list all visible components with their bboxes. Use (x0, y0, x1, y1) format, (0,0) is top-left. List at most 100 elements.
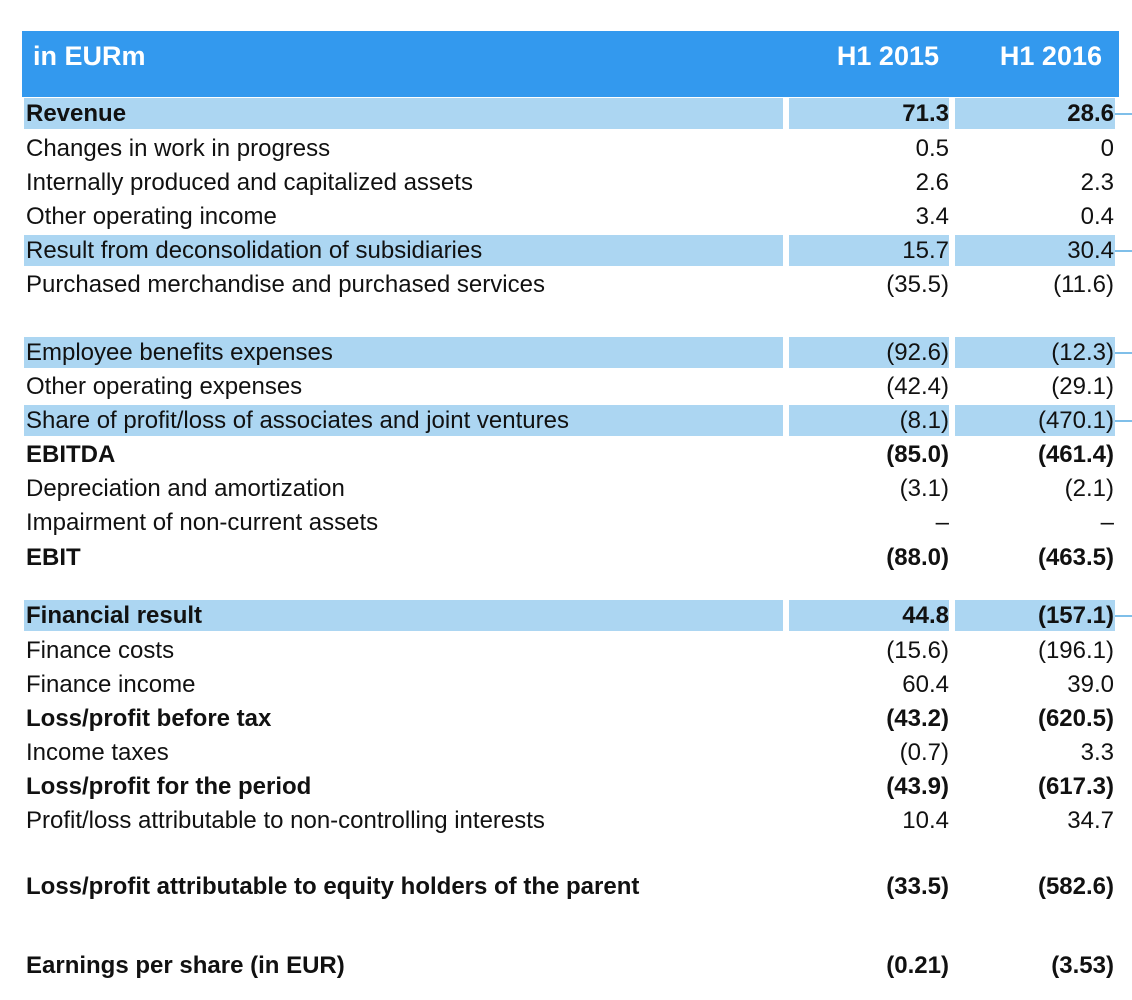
row-label: Profit/loss attributable to non-controll… (26, 807, 545, 834)
table-row: Income taxes (0.7) 3.3 (0, 737, 1132, 769)
table-row: Loss/profit before tax (43.2) (620.5) (0, 703, 1132, 735)
value-h1-2016: 30.4 (1067, 237, 1114, 264)
table-row: EBITDA (85.0) (461.4) (0, 439, 1132, 471)
value-h1-2016: (11.6) (1053, 271, 1114, 298)
row-label: Loss/profit attributable to equity holde… (26, 873, 640, 900)
value-h1-2015: 0.5 (915, 135, 949, 162)
value-h1-2015: 15.7 (902, 237, 949, 264)
value-h1-2015: (33.5) (886, 873, 949, 900)
table-row: Purchased merchandise and purchased serv… (0, 269, 1132, 301)
value-h1-2016: 0 (1100, 135, 1114, 162)
value-h1-2016: (582.6) (1037, 873, 1114, 900)
value-h1-2016: (620.5) (1037, 705, 1114, 732)
table-row: Result from deconsolidation of subsidiar… (0, 235, 1132, 267)
row-label: EBITDA (26, 441, 116, 468)
value-h1-2016: (461.4) (1037, 441, 1114, 468)
row-highlight (789, 405, 949, 436)
row-label: Internally produced and capitalized asse… (26, 169, 473, 196)
row-marker (1115, 420, 1132, 422)
row-highlight (955, 98, 1115, 129)
table-row: Revenue 71.3 28.6 (0, 98, 1132, 130)
row-marker (1115, 615, 1132, 617)
row-highlight (789, 98, 949, 129)
value-h1-2015: (8.1) (899, 407, 949, 434)
value-h1-2015: (43.2) (886, 705, 949, 732)
value-h1-2016: (3.53) (1051, 952, 1114, 979)
row-label: Loss/profit before tax (26, 705, 272, 732)
table-row: Share of profit/loss of associates and j… (0, 405, 1132, 437)
table-header: in EURm H1 2015 H1 2016 (22, 31, 1119, 97)
value-h1-2016: 3.3 (1080, 739, 1114, 766)
value-h1-2015: (0.21) (886, 952, 949, 979)
value-h1-2016: (463.5) (1037, 544, 1114, 571)
row-label: Financial result (26, 602, 203, 629)
value-h1-2016: 34.7 (1067, 807, 1114, 834)
value-h1-2016: (2.1) (1064, 475, 1114, 502)
row-label: Finance costs (26, 637, 175, 664)
table-row: Finance income 60.4 39.0 (0, 669, 1132, 701)
row-highlight (24, 98, 783, 129)
row-label: Loss/profit for the period (26, 773, 312, 800)
value-h1-2016: 2.3 (1080, 169, 1114, 196)
table-row: Impairment of non-current assets – – (0, 507, 1132, 539)
row-label: Income taxes (26, 739, 169, 766)
row-label: Changes in work in progress (26, 135, 331, 162)
row-label: Depreciation and amortization (26, 475, 345, 502)
value-h1-2015: 2.6 (915, 169, 949, 196)
value-h1-2015: 60.4 (902, 671, 949, 698)
row-highlight (955, 600, 1115, 631)
table-row: Loss/profit attributable to equity holde… (0, 871, 1132, 903)
value-h1-2015: (0.7) (899, 739, 949, 766)
value-h1-2015: (88.0) (886, 544, 949, 571)
row-label: Earnings per share (in EUR) (26, 952, 345, 979)
table-row: Internally produced and capitalized asse… (0, 167, 1132, 199)
table-row: Depreciation and amortization (3.1) (2.1) (0, 473, 1132, 505)
row-label: Other operating income (26, 203, 277, 230)
table-row: Financial result 44.8 (157.1) (0, 600, 1132, 632)
header-unit-label: in EURm (33, 41, 146, 71)
table-row: EBIT (88.0) (463.5) (0, 542, 1132, 574)
row-marker (1115, 250, 1132, 252)
table-row: Other operating income 3.4 0.4 (0, 201, 1132, 233)
value-h1-2015: (92.6) (886, 339, 949, 366)
table-row: Finance costs (15.6) (196.1) (0, 635, 1132, 667)
row-label: Share of profit/loss of associates and j… (26, 407, 569, 434)
value-h1-2016: (470.1) (1037, 407, 1114, 434)
value-h1-2015: (85.0) (886, 441, 949, 468)
value-h1-2015: (3.1) (899, 475, 949, 502)
value-h1-2015: (35.5) (886, 271, 949, 298)
header-column-h1-2016: H1 2016 (999, 41, 1102, 71)
value-h1-2015: (15.6) (886, 637, 949, 664)
value-h1-2015: 44.8 (902, 602, 949, 629)
table-row: Changes in work in progress 0.5 0 (0, 133, 1132, 165)
value-h1-2016: – (1100, 509, 1114, 536)
row-marker (1115, 113, 1132, 115)
value-h1-2016: (157.1) (1037, 602, 1114, 629)
row-highlight (24, 235, 783, 266)
header-column-h1-2015: H1 2015 (836, 41, 939, 71)
row-label: EBIT (26, 544, 81, 571)
table-row: Other operating expenses (42.4) (29.1) (0, 371, 1132, 403)
row-highlight (24, 600, 783, 631)
value-h1-2015: 10.4 (902, 807, 949, 834)
value-h1-2016: (12.3) (1051, 339, 1114, 366)
value-h1-2016: 39.0 (1067, 671, 1114, 698)
row-label: Finance income (26, 671, 196, 698)
table-row: Employee benefits expenses (92.6) (12.3) (0, 337, 1132, 369)
value-h1-2015: 71.3 (902, 100, 949, 127)
value-h1-2016: 0.4 (1080, 203, 1114, 230)
row-marker (1115, 352, 1132, 354)
row-highlight (955, 235, 1115, 266)
row-highlight (789, 600, 949, 631)
row-label: Result from deconsolidation of subsidiar… (26, 237, 483, 264)
row-highlight (789, 235, 949, 266)
row-label: Purchased merchandise and purchased serv… (26, 271, 545, 298)
table-row: Loss/profit for the period (43.9) (617.3) (0, 771, 1132, 803)
value-h1-2015: 3.4 (915, 203, 949, 230)
row-highlight (789, 337, 949, 368)
row-label: Other operating expenses (26, 373, 303, 400)
table-row: Earnings per share (in EUR) (0.21) (3.53) (0, 950, 1132, 982)
row-highlight (955, 405, 1115, 436)
row-highlight (24, 337, 783, 368)
